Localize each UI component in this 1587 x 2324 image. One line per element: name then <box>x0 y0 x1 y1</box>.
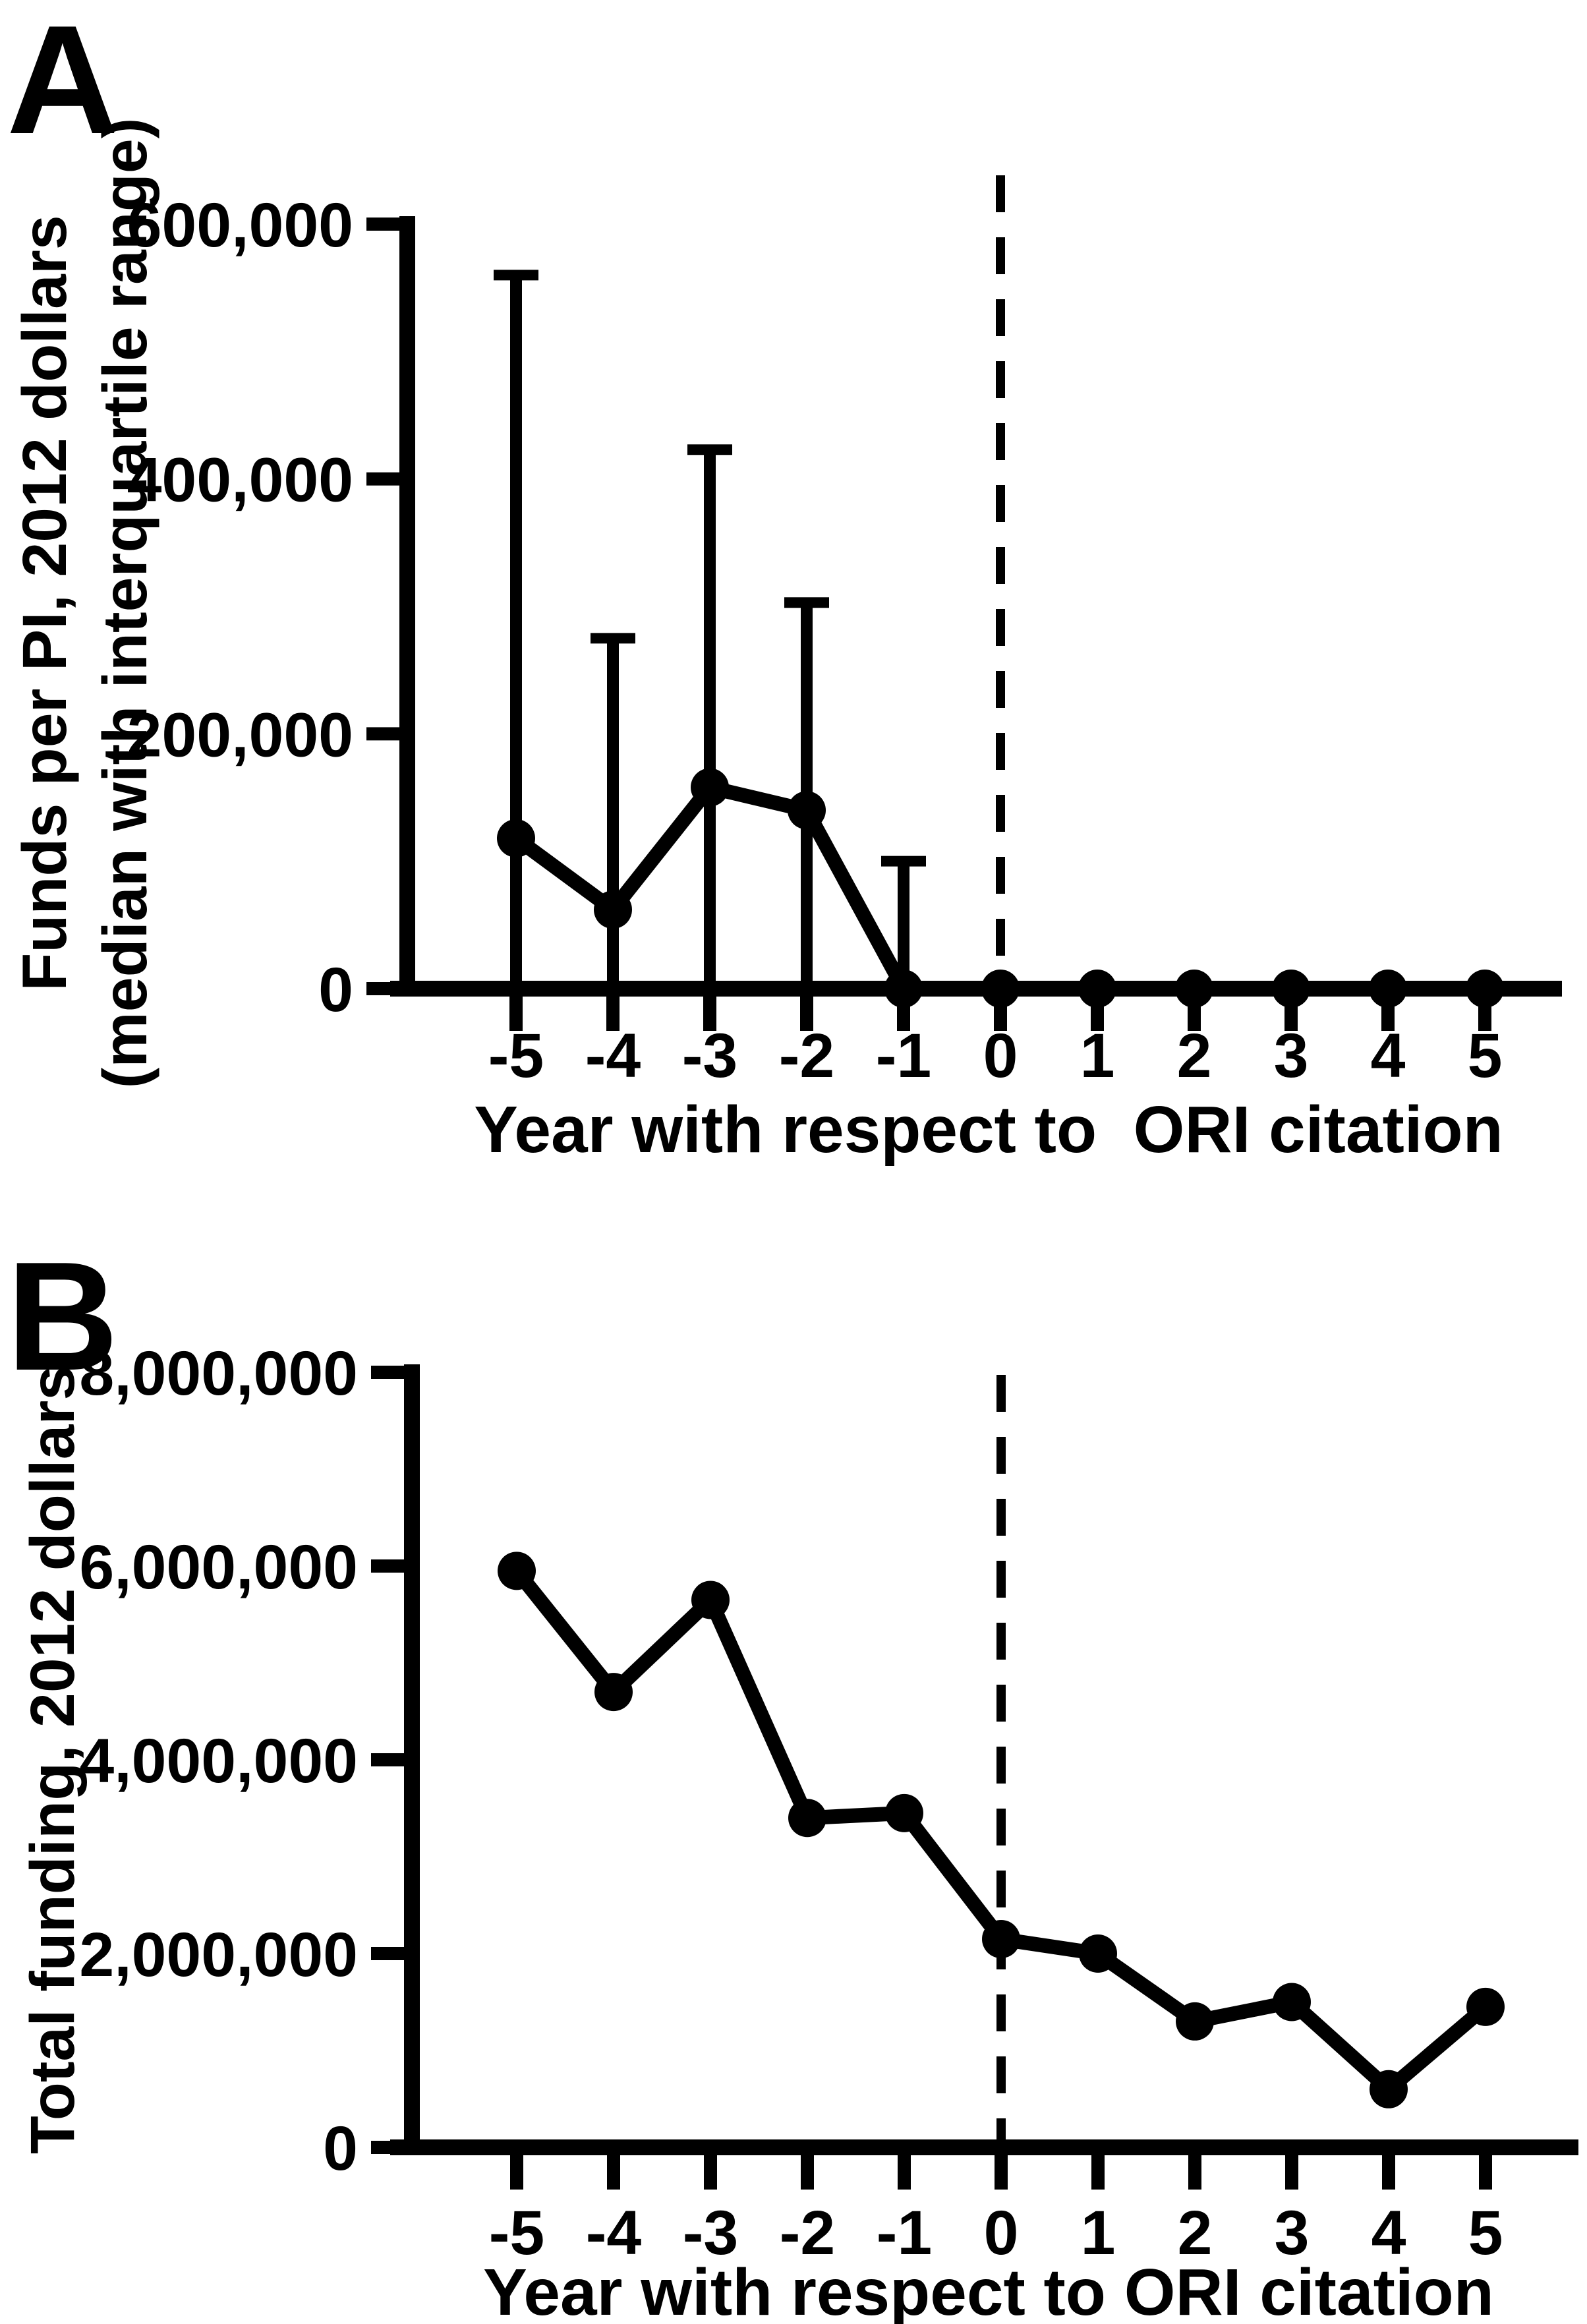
x-tick-label: 2 <box>1178 2198 1213 2268</box>
x-tick-label: -1 <box>877 2198 932 2268</box>
x-tick-label: -4 <box>585 1021 641 1091</box>
x-tick-label: 3 <box>1275 2198 1310 2268</box>
x-tick-label: -3 <box>683 2198 738 2268</box>
data-point <box>1466 970 1504 1008</box>
x-tick-label: -1 <box>876 1021 931 1091</box>
panel-a-y-axis-title-line2: (median with interquartile range) <box>90 118 160 1089</box>
x-tick-label: 5 <box>1468 1021 1503 1091</box>
x-tick-label: -4 <box>586 2198 642 2268</box>
data-point <box>1369 970 1407 1008</box>
panel-a-letter: A <box>7 0 119 166</box>
panel-b-y-axis-title-line1: Total funding, 2012 dollars <box>18 1366 88 2154</box>
y-tick-label: 0 <box>318 955 353 1025</box>
panel-b-letter: B <box>7 1229 119 1403</box>
data-point <box>885 1793 923 1832</box>
y-tick-label: 2,000,000 <box>79 1920 358 1990</box>
x-tick-label: 3 <box>1274 1021 1309 1091</box>
data-point <box>981 970 1020 1008</box>
data-point <box>788 1799 826 1838</box>
x-tick-label: 1 <box>1080 1021 1115 1091</box>
x-tick-label: 5 <box>1468 2198 1503 2268</box>
x-tick-label: -5 <box>489 2198 544 2268</box>
data-point <box>1273 1983 1311 2021</box>
x-tick-label: -3 <box>682 1021 737 1091</box>
x-tick-label: -5 <box>488 1021 544 1091</box>
x-tick-label: 1 <box>1081 2198 1116 2268</box>
data-point <box>788 791 826 830</box>
y-tick-label: 6,000,000 <box>79 1532 358 1602</box>
y-tick-label: 4,000,000 <box>79 1726 358 1796</box>
panel-b-plot: 02,000,0004,000,0006,000,0008,000,000-5-… <box>79 1339 1578 2268</box>
data-point <box>498 1552 536 1590</box>
x-tick-label: 4 <box>1371 2198 1406 2268</box>
data-point <box>884 970 923 1008</box>
panel-a-y-axis-title-line1: Funds per PI, 2012 dollars <box>10 215 80 991</box>
data-point <box>1176 2002 1214 2041</box>
data-point <box>691 1581 730 1619</box>
data-point <box>1272 970 1310 1008</box>
panel-b-x-axis-title: Year with respect to ORI citation <box>483 2255 1494 2324</box>
y-tick-label: 600,000 <box>127 190 353 260</box>
y-tick-label: 400,000 <box>127 446 353 515</box>
x-tick-label: 0 <box>984 2198 1019 2268</box>
data-point <box>691 768 729 807</box>
x-tick-label: 4 <box>1371 1021 1406 1091</box>
data-point <box>1370 2070 1408 2108</box>
x-tick-label: 2 <box>1177 1021 1212 1091</box>
data-point <box>1466 1987 1505 2026</box>
data-point <box>1175 970 1213 1008</box>
x-tick-label: -2 <box>779 1021 834 1091</box>
data-point <box>594 1673 633 1712</box>
data-point <box>982 1919 1020 1958</box>
y-tick-label: 200,000 <box>127 700 353 770</box>
x-tick-label: -2 <box>780 2198 835 2268</box>
data-point <box>1078 970 1116 1008</box>
y-tick-label: 8,000,000 <box>79 1339 358 1409</box>
data-point <box>1079 1934 1117 1973</box>
panel-a-x-axis-title: Year with respect to ORI citation <box>474 1093 1503 1167</box>
data-point <box>594 890 632 929</box>
data-point <box>497 819 535 857</box>
y-tick-label: 0 <box>323 2114 358 2184</box>
x-tick-label: 0 <box>983 1021 1018 1091</box>
